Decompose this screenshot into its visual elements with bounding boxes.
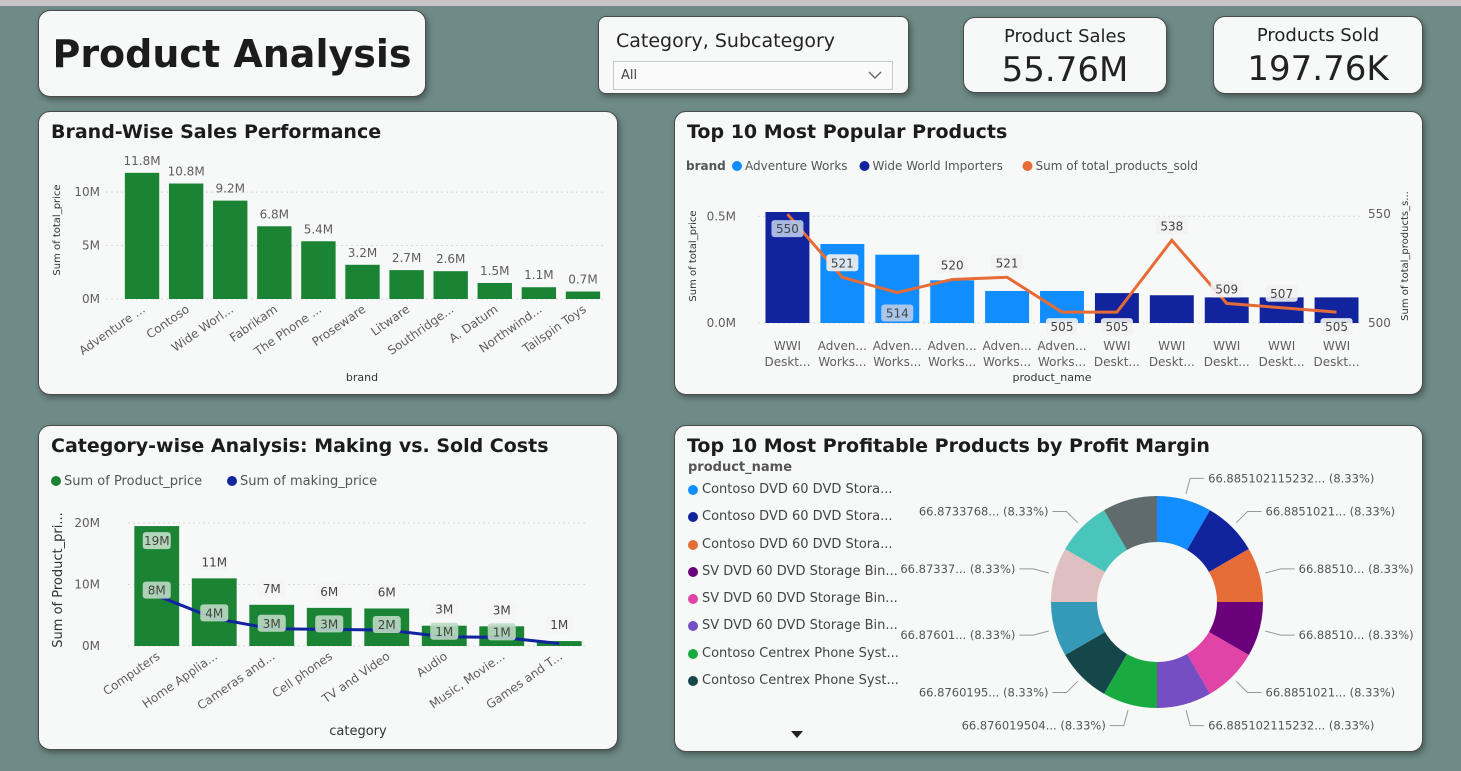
legend-item[interactable]: SV DVD 60 DVD Storage Bin... — [688, 618, 903, 645]
chevron-down-icon — [868, 71, 882, 79]
category-analysis-card: Category-wise Analysis: Making vs. Sold … — [38, 425, 618, 750]
legend-dot — [688, 648, 698, 659]
kpi-label: Product Sales — [1004, 26, 1126, 47]
kpi-label: Products Sold — [1256, 25, 1380, 46]
legend-label: SV DVD 60 DVD Storage Bin... — [702, 591, 898, 607]
legend-item[interactable]: Contoso Centrex Phone Syst... — [688, 646, 903, 673]
legend-item[interactable]: Contoso DVD 60 DVD Stora... — [688, 509, 903, 536]
slicer-label: Category, Subcategory — [616, 30, 836, 52]
chart-title: Brand-Wise Sales Performance — [51, 121, 382, 143]
legend-title: product_name — [688, 460, 793, 475]
legend-dot — [688, 621, 698, 632]
legend-item[interactable]: Contoso DVD 60 DVD Stora... — [688, 482, 903, 509]
page-title: Product Analysis — [52, 31, 412, 76]
legend-label: SV DVD 60 DVD Storage Bin... — [702, 563, 898, 579]
chart-title: Top 10 Most Popular Products — [687, 121, 1008, 143]
legend-label: Contoso Centrex Phone Syst... — [702, 645, 899, 661]
legend-item[interactable]: SV DVD 60 DVD Storage Bin... — [688, 591, 903, 618]
legend-item[interactable]: Contoso Centrex Phone Syst... — [688, 673, 903, 700]
donut-legend: product_name Contoso DVD 60 DVD Stora...… — [688, 460, 903, 700]
legend-label: Contoso DVD 60 DVD Stora... — [702, 482, 893, 497]
legend-dot — [688, 539, 698, 550]
popular-products-card: Top 10 Most Popular Products — [674, 111, 1423, 395]
slicer-dropdown[interactable]: All — [613, 61, 893, 90]
legend-label: SV DVD 60 DVD Storage Bin... — [702, 618, 898, 634]
legend-label: Contoso DVD 60 DVD Stora... — [702, 509, 893, 525]
profitable-products-card: Top 10 Most Profitable Products by Profi… — [674, 425, 1423, 752]
chart-title: Top 10 Most Profitable Products by Profi… — [687, 435, 1210, 457]
top-border-strip — [0, 0, 1461, 6]
legend-dot — [688, 594, 698, 605]
category-slicer[interactable]: Category, Subcategory All — [598, 16, 909, 94]
kpi-card-product-sales: Product Sales 55.76M — [963, 17, 1167, 93]
chart-title: Category-wise Analysis: Making vs. Sold … — [51, 435, 549, 457]
kpi-value: 197.76K — [1247, 49, 1389, 89]
legend-dot — [688, 566, 698, 577]
legend-item[interactable]: Contoso DVD 60 DVD Stora... — [688, 537, 903, 564]
legend-dot — [688, 512, 698, 523]
brand-sales-card: Brand-Wise Sales Performance — [38, 111, 618, 395]
kpi-value: 55.76M — [1001, 50, 1129, 90]
slicer-selected-value: All — [621, 68, 638, 83]
legend-dot — [688, 676, 698, 687]
title-card: Product Analysis — [38, 10, 426, 97]
legend-scroll-down-icon[interactable] — [790, 729, 804, 739]
legend-dot — [688, 485, 698, 495]
kpi-card-products-sold: Products Sold 197.76K — [1213, 16, 1423, 94]
legend-label: Contoso Centrex Phone Syst... — [702, 673, 899, 689]
legend-item[interactable]: SV DVD 60 DVD Storage Bin... — [688, 564, 903, 591]
legend-label: Contoso DVD 60 DVD Stora... — [702, 536, 893, 552]
